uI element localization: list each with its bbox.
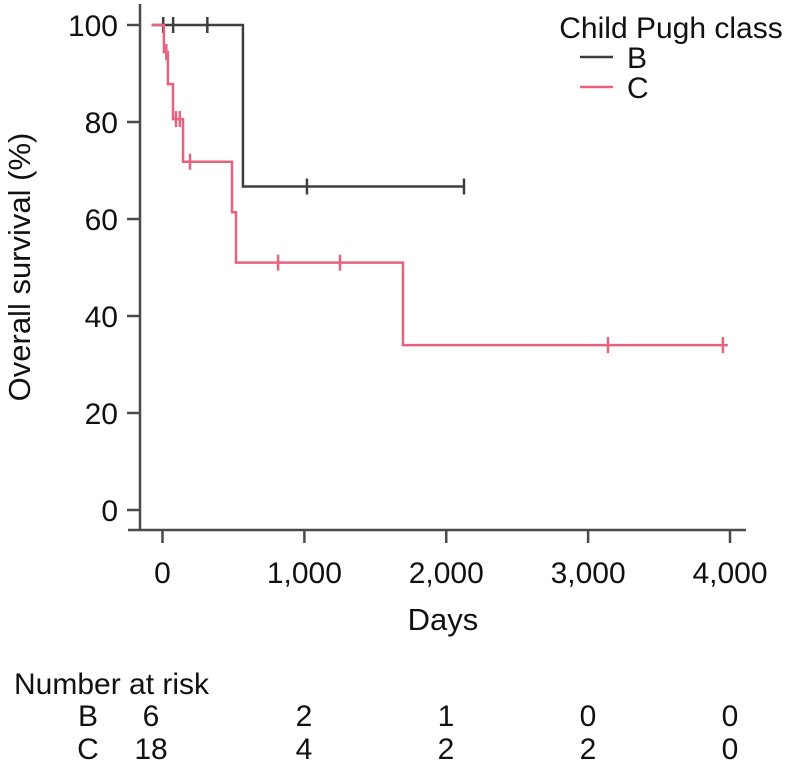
y-tick-label: 40 bbox=[85, 301, 118, 334]
y-tick-label: 0 bbox=[101, 495, 118, 528]
risk-row-label-C: C bbox=[77, 733, 99, 763]
risk-count: 6 bbox=[142, 700, 160, 733]
number-at-risk-table: Number at risk B 6 2 1 0 0 C 18 4 2 2 0 bbox=[0, 655, 800, 763]
risk-count: 4 bbox=[295, 733, 313, 763]
x-tick-label: 1,000 bbox=[267, 557, 342, 590]
risk-count: 0 bbox=[579, 700, 597, 733]
risk-count: 2 bbox=[437, 733, 455, 763]
survival-curve-C bbox=[151, 23, 728, 347]
y-tick-label: 100 bbox=[68, 10, 118, 43]
x-tick-label: 3,000 bbox=[551, 557, 626, 590]
risk-count: 0 bbox=[721, 733, 739, 763]
y-axis-title: Overall survival (%) bbox=[2, 133, 37, 402]
y-tick-label: 20 bbox=[85, 398, 118, 431]
y-axis-ticks: 0 20 40 60 80 100 bbox=[68, 10, 140, 528]
risk-table-title: Number at risk bbox=[14, 668, 210, 701]
legend: BC bbox=[580, 42, 649, 105]
risk-count: 0 bbox=[721, 700, 739, 733]
legend-item-label: B bbox=[627, 42, 647, 75]
x-axis-title: Days bbox=[408, 602, 479, 637]
x-axis-ticks: 0 1,000 2,000 3,000 4,000 bbox=[154, 530, 768, 590]
risk-count: 2 bbox=[295, 700, 313, 733]
x-tick-label: 4,000 bbox=[692, 557, 767, 590]
risk-count: 1 bbox=[437, 700, 455, 733]
survival-curves bbox=[151, 17, 728, 354]
legend-item-label: C bbox=[627, 72, 649, 105]
risk-count: 18 bbox=[134, 733, 168, 763]
risk-count: 2 bbox=[579, 733, 597, 763]
km-survival-chart: 0 20 40 60 80 100 0 1,000 2,000 3,000 4,000 BC Da… bbox=[2, 4, 783, 637]
x-tick-label: 0 bbox=[154, 557, 171, 590]
x-tick-label: 2,000 bbox=[409, 557, 484, 590]
y-tick-label: 60 bbox=[85, 204, 118, 237]
risk-row-label-B: B bbox=[77, 700, 98, 733]
legend-title: Child Pugh class bbox=[559, 12, 782, 45]
y-tick-label: 80 bbox=[85, 107, 118, 140]
